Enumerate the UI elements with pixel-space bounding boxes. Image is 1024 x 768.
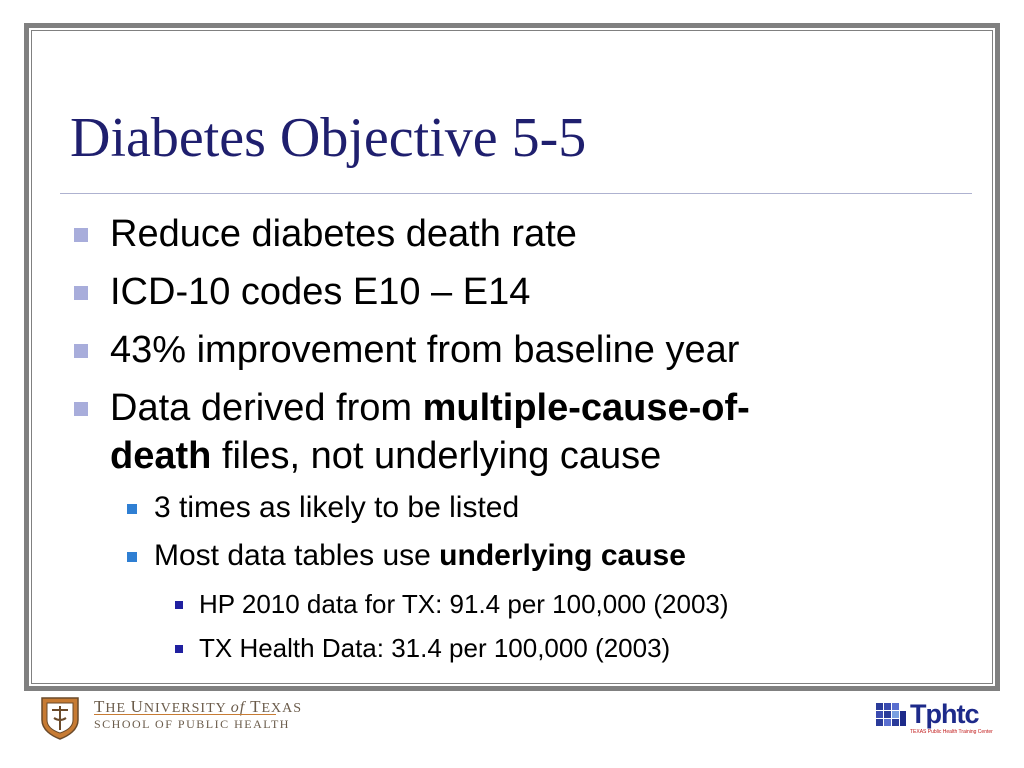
- sub-sub-bullet-item-2: TX Health Data: 31.4 per 100,000 (2003): [175, 632, 671, 664]
- sub-bullet-text: Most data tables use: [154, 539, 440, 572]
- tphtc-grid-icon: [876, 703, 906, 726]
- sub-sub-bullet-item-1: HP 2010 data for TX: 91.4 per 100,000 (2…: [175, 588, 729, 620]
- title-divider: [60, 193, 972, 194]
- bullet-square-icon: [74, 402, 88, 416]
- slide-frame-inner: [31, 30, 993, 684]
- ut-seal-icon: [41, 697, 79, 740]
- bullet-item-1: Reduce diabetes death rate: [74, 211, 577, 257]
- slide-frame-outer: [24, 23, 1000, 691]
- slide-title: Diabetes Objective 5-5: [70, 107, 587, 169]
- sub-sub-bullet-square-icon: [175, 645, 183, 653]
- bullet-text: Reduce diabetes death rate: [110, 213, 577, 255]
- bullet-item-4: Data derived from multiple-cause-of-: [74, 385, 750, 431]
- tphtc-logo-text: Tphtc: [910, 699, 979, 729]
- bullet-item-3: 43% improvement from baseline year: [74, 327, 740, 373]
- bullet-text-part1: Data derived from: [110, 387, 423, 429]
- bullet-text: 43% improvement from baseline year: [110, 329, 740, 371]
- bullet-text-bold-2: death: [110, 435, 212, 477]
- bullet-square-icon: [74, 286, 88, 300]
- bullet-list: Reduce diabetes death rate ICD-10 codes …: [74, 211, 750, 664]
- bullet-item-2: ICD-10 codes E10 – E14: [74, 269, 531, 315]
- tphtc-logo-subtext: TEXAS Public Health Training Center: [910, 729, 993, 735]
- sub-bullet-square-icon: [127, 504, 137, 514]
- sub-sub-bullet-text: TX Health Data: 31.4 per 100,000 (2003): [199, 633, 671, 663]
- ut-divider: [94, 714, 276, 715]
- ut-school-name: SCHOOL OF PUBLIC HEALTH: [94, 717, 290, 731]
- ut-name: THE UNIVERSITY of TEXAS: [94, 697, 303, 716]
- sub-bullet-text-bold: underlying cause: [439, 539, 686, 572]
- sub-bullet-text: 3 times as likely to be listed: [154, 491, 520, 524]
- sub-bullet-item-1: 3 times as likely to be listed: [127, 490, 520, 526]
- bullet-item-4-continued: death files, not underlying cause: [110, 433, 661, 479]
- bullet-text-part2: files, not underlying cause: [211, 435, 662, 477]
- bullet-text: ICD-10 codes E10 – E14: [110, 271, 531, 313]
- sub-sub-bullet-text: HP 2010 data for TX: 91.4 per 100,000 (2…: [199, 589, 729, 619]
- bullet-square-icon: [74, 228, 88, 242]
- bullet-square-icon: [74, 344, 88, 358]
- sub-bullet-square-icon: [127, 552, 137, 562]
- bullet-text-bold: multiple-cause-of-: [422, 387, 750, 429]
- sub-sub-bullet-square-icon: [175, 601, 183, 609]
- sub-bullet-item-2: Most data tables use underlying cause: [127, 538, 686, 574]
